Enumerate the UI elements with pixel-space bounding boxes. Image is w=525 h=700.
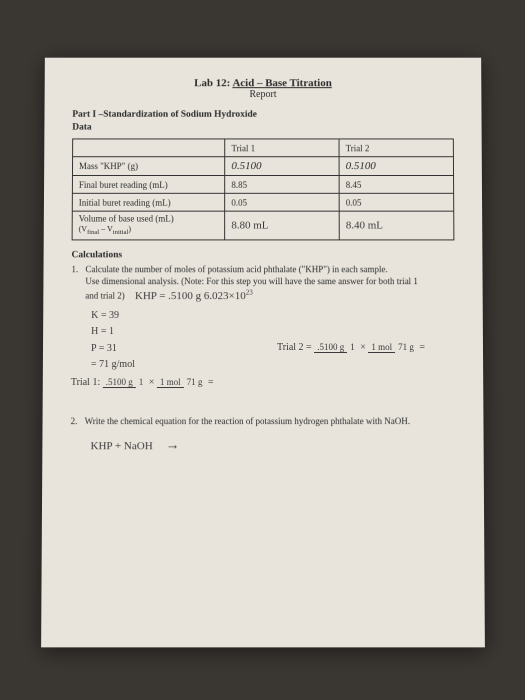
header-trial2: Trial 2 <box>339 139 453 157</box>
arrow-icon: → <box>165 438 179 453</box>
question-2: 2. Write the chemical equation for the r… <box>70 415 455 428</box>
q2-lhs: KHP + NaOH <box>90 440 152 452</box>
row-t1: 8.80 mL <box>224 211 339 240</box>
row-label: Mass "KHP" (g) <box>72 157 224 176</box>
row-t2: 8.45 <box>339 175 453 193</box>
subtitle: Report <box>72 89 453 100</box>
q1-line3: and trial 2) <box>85 291 124 301</box>
table-row: Volume of base used (mL)(Vfinal – Viniti… <box>72 211 454 240</box>
data-table: Trial 1 Trial 2 Mass "KHP" (g) 0.5100 0.… <box>71 138 454 240</box>
row-label: Final buret reading (mL) <box>72 175 225 193</box>
row-t2: 8.40 mL <box>339 211 454 240</box>
q1-line2: Use dimensional analysis. (Note: For thi… <box>85 277 418 287</box>
hw-p: P = 31 <box>90 341 134 356</box>
data-heading: Data <box>72 123 454 133</box>
trial2-calc: Trial 2 = .5100 g1 × 1 mol71 g = <box>276 340 424 355</box>
table-row: Mass "KHP" (g) 0.5100 0.5100 <box>72 157 453 176</box>
times-icon: × <box>148 377 154 388</box>
trial1-calc: Trial 1: .5100 g1 × 1 mol71 g = <box>70 377 454 388</box>
row-t2: 0.05 <box>339 193 453 211</box>
handwritten-work: K = 39 H = 1 P = 31 = 71 g/mol Trial 2 =… <box>90 308 454 373</box>
hw-line1: KHP = .5100 g 6.023×1023 <box>134 290 252 302</box>
calculations-heading: Calculations <box>71 250 454 260</box>
q2-num: 2. <box>70 415 84 428</box>
table-row: Initial buret reading (mL) 0.05 0.05 <box>72 193 453 211</box>
trial1-label: Trial 1: <box>70 377 99 388</box>
header-blank <box>72 139 224 157</box>
times-icon: × <box>360 342 366 353</box>
q2-text: Write the chemical equation for the reac… <box>84 415 455 428</box>
trial2-label: Trial 2 = <box>276 342 311 353</box>
question-1: 1. Calculate the number of moles of pota… <box>71 263 454 304</box>
row-t1: 8.85 <box>224 175 338 193</box>
q1-num: 1. <box>71 263 85 304</box>
title-underline: Acid – Base Titration <box>232 77 331 89</box>
row-t1: 0.05 <box>224 193 338 211</box>
q1-text: Calculate the number of moles of potassi… <box>85 263 455 304</box>
row-label: Initial buret reading (mL) <box>72 193 225 211</box>
title-prefix: Lab 12: <box>194 77 232 89</box>
hw-sum: = 71 g/mol <box>90 357 134 372</box>
row-t1: 0.5100 <box>224 157 338 176</box>
row-label: Volume of base used (mL)(Vfinal – Viniti… <box>72 211 225 240</box>
page-title: Lab 12: Acid – Base Titration <box>72 77 453 89</box>
q2-handwritten: KHP + NaOH → <box>90 438 455 454</box>
hw-k: K = 39 <box>91 308 455 323</box>
q1-line1: Calculate the number of moles of potassi… <box>85 264 387 274</box>
lab-report-page: Lab 12: Acid – Base Titration Report Par… <box>41 58 485 648</box>
hw-h: H = 1 <box>91 324 455 339</box>
header-trial1: Trial 1 <box>224 139 338 157</box>
table-header-row: Trial 1 Trial 2 <box>72 139 453 157</box>
row-t2: 0.5100 <box>339 157 453 176</box>
part-heading: Part I –Standardization of Sodium Hydrox… <box>72 110 453 120</box>
table-row: Final buret reading (mL) 8.85 8.45 <box>72 175 453 193</box>
